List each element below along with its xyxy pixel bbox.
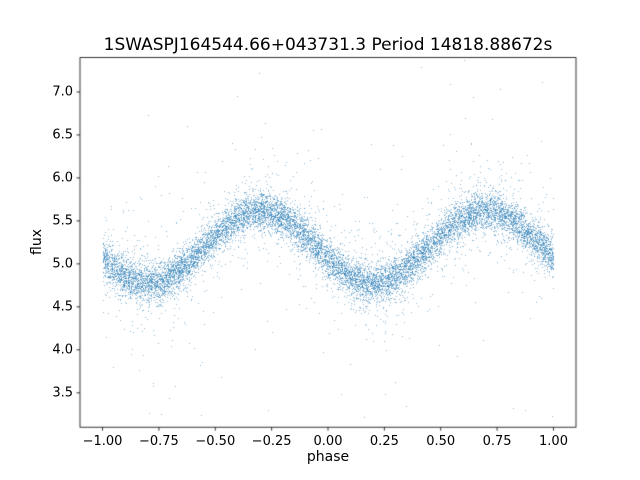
y-axis-label: flux [29,229,45,255]
y-tick-label: 3.5 [52,385,73,401]
y-tick-label: 6.0 [52,170,73,186]
y-tick-label: 5.0 [52,256,73,272]
x-tick-label: 0.00 [313,434,343,449]
x-tick-label: −0.50 [195,434,236,449]
y-tick-label: 5.5 [52,213,73,229]
x-tick-label: 0.50 [426,434,456,449]
x-tick-label: 0.25 [369,434,399,449]
x-tick-label: 0.75 [482,434,512,449]
y-tick-label: 4.0 [52,342,73,358]
y-tick-label: 6.5 [52,127,73,143]
x-tick-label: −0.25 [251,434,292,449]
x-tick-label: −1.00 [82,434,123,449]
x-tick-label: 1.00 [539,434,568,449]
x-tick-label: −0.75 [138,434,179,449]
y-tick-label: 4.5 [52,299,73,315]
plot-title: 1SWASPJ164544.66+043731.3 Period 14818.8… [103,35,553,55]
y-tick-label: 7.0 [52,84,73,100]
x-axis-label: phase [306,449,350,465]
